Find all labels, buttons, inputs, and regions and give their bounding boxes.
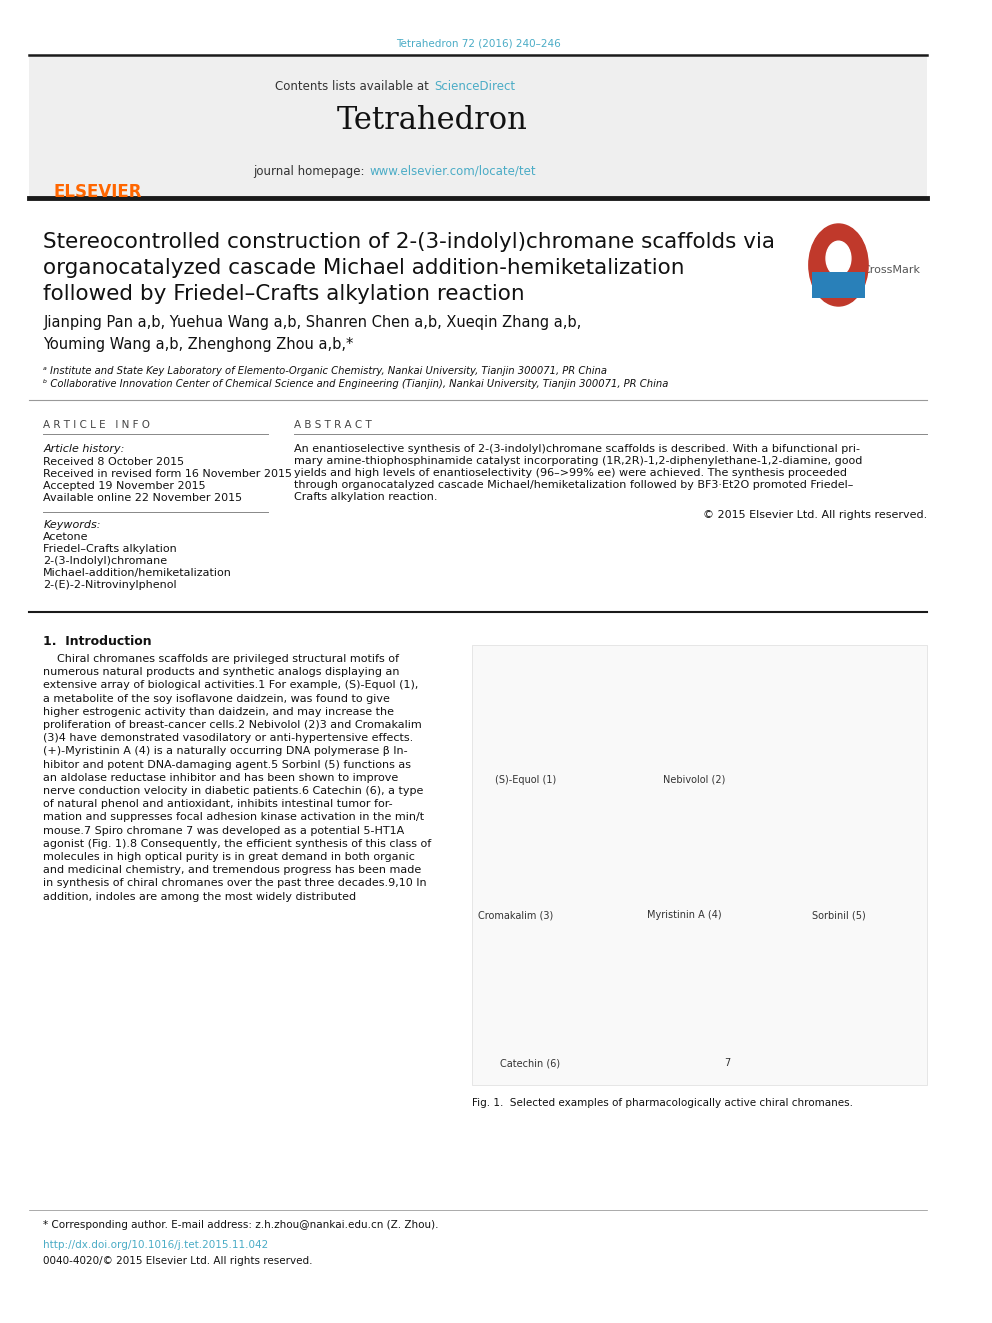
Text: 2-(3-Indolyl)chromane: 2-(3-Indolyl)chromane [44,556,168,566]
Text: numerous natural products and synthetic analogs displaying an: numerous natural products and synthetic … [44,667,400,677]
Text: An enantioselective synthesis of 2-(3-indolyl)chromane scaffolds is described. W: An enantioselective synthesis of 2-(3-in… [294,445,860,454]
Text: Available online 22 November 2015: Available online 22 November 2015 [44,493,242,503]
Text: Sorbinil (5): Sorbinil (5) [811,910,865,919]
Text: mouse.7 Spiro chromane 7 was developed as a potential 5-HT1A: mouse.7 Spiro chromane 7 was developed a… [44,826,405,836]
Text: Nebivolol (2): Nebivolol (2) [663,775,725,785]
Text: Article history:: Article history: [44,445,125,454]
Text: (3)4 have demonstrated vasodilatory or anti-hypertensive effects.: (3)4 have demonstrated vasodilatory or a… [44,733,414,744]
Text: * Corresponding author. E-mail address: z.h.zhou@nankai.edu.cn (Z. Zhou).: * Corresponding author. E-mail address: … [44,1220,438,1230]
Text: mation and suppresses focal adhesion kinase activation in the min/t: mation and suppresses focal adhesion kin… [44,812,425,823]
Bar [29,56,928,197]
Text: Jianping Pan a,b, Yuehua Wang a,b, Shanren Chen a,b, Xueqin Zhang a,b,: Jianping Pan a,b, Yuehua Wang a,b, Shanr… [44,315,581,329]
Text: Chiral chromanes scaffolds are privileged structural motifs of: Chiral chromanes scaffolds are privilege… [44,654,400,664]
Text: 0040-4020/© 2015 Elsevier Ltd. All rights reserved.: 0040-4020/© 2015 Elsevier Ltd. All right… [44,1256,312,1266]
Text: (S)-Equol (1): (S)-Equol (1) [495,775,556,785]
Text: higher estrogenic activity than daidzein, and may increase the: higher estrogenic activity than daidzein… [44,706,395,717]
Text: mary amine-thiophosphinamide catalyst incorporating (1R,2R)-1,2-diphenylethane-1: mary amine-thiophosphinamide catalyst in… [294,456,862,466]
Text: A B S T R A C T: A B S T R A C T [294,419,372,430]
Text: Tetrahedron: Tetrahedron [336,105,528,136]
Text: an aldolase reductase inhibitor and has been shown to improve: an aldolase reductase inhibitor and has … [44,773,399,783]
Text: 1.  Introduction: 1. Introduction [44,635,152,648]
Text: Catechin (6): Catechin (6) [500,1058,560,1068]
Text: Contents lists available at: Contents lists available at [275,79,433,93]
Text: molecules in high optical purity is in great demand in both organic: molecules in high optical purity is in g… [44,852,416,863]
Text: Cromakalim (3): Cromakalim (3) [478,910,554,919]
Text: proliferation of breast-cancer cells.2 Nebivolol (2)3 and Cromakalim: proliferation of breast-cancer cells.2 N… [44,720,423,730]
Text: ᵇ Collaborative Innovation Center of Chemical Science and Engineering (Tianjin),: ᵇ Collaborative Innovation Center of Che… [44,378,669,389]
Text: Keywords:: Keywords: [44,520,101,531]
Text: ELSEVIER: ELSEVIER [53,183,142,201]
Text: agonist (Fig. 1).8 Consequently, the efficient synthesis of this class of: agonist (Fig. 1).8 Consequently, the eff… [44,839,432,849]
Text: and medicinal chemistry, and tremendous progress has been made: and medicinal chemistry, and tremendous … [44,865,422,876]
Text: Friedel–Crafts alkylation: Friedel–Crafts alkylation [44,544,178,554]
Text: extensive array of biological activities.1 For example, (S)-Equol (1),: extensive array of biological activities… [44,680,419,691]
Text: (+)-Myristinin A (4) is a naturally occurring DNA polymerase β In-: (+)-Myristinin A (4) is a naturally occu… [44,746,408,757]
Bar [472,646,928,1085]
Text: yields and high levels of enantioselectivity (96–>99% ee) were achieved. The syn: yields and high levels of enantioselecti… [294,468,847,478]
Text: 7: 7 [724,1058,731,1068]
Text: ScienceDirect: ScienceDirect [434,79,515,93]
Text: nerve conduction velocity in diabetic patients.6 Catechin (6), a type: nerve conduction velocity in diabetic pa… [44,786,424,796]
Bar [811,271,865,298]
Text: Accepted 19 November 2015: Accepted 19 November 2015 [44,482,206,491]
Text: through organocatalyzed cascade Michael/hemiketalization followed by BF3·Et2O pr: through organocatalyzed cascade Michael/… [294,480,853,490]
Text: Stereocontrolled construction of 2-(3-indolyl)chromane scaffolds via: Stereocontrolled construction of 2-(3-in… [44,232,776,251]
Circle shape [808,224,868,306]
Text: www.elsevier.com/locate/tet: www.elsevier.com/locate/tet [370,165,537,179]
Text: http://dx.doi.org/10.1016/j.tet.2015.11.042: http://dx.doi.org/10.1016/j.tet.2015.11.… [44,1240,269,1250]
Text: addition, indoles are among the most widely distributed: addition, indoles are among the most wid… [44,892,356,901]
Text: Michael-addition/hemiketalization: Michael-addition/hemiketalization [44,568,232,578]
Text: © 2015 Elsevier Ltd. All rights reserved.: © 2015 Elsevier Ltd. All rights reserved… [703,509,928,520]
Text: ᵃ Institute and State Key Laboratory of Elemento-Organic Chemistry, Nankai Unive: ᵃ Institute and State Key Laboratory of … [44,366,607,376]
Text: CrossMark: CrossMark [863,265,921,275]
Text: Myristinin A (4): Myristinin A (4) [647,910,721,919]
Text: A R T I C L E   I N F O: A R T I C L E I N F O [44,419,151,430]
Text: organocatalyzed cascade Michael addition-hemiketalization: organocatalyzed cascade Michael addition… [44,258,684,278]
Text: journal homepage:: journal homepage: [253,165,368,179]
Text: followed by Friedel–Crafts alkylation reaction: followed by Friedel–Crafts alkylation re… [44,284,525,304]
Text: 2-(E)-2-Nitrovinylphenol: 2-(E)-2-Nitrovinylphenol [44,579,177,590]
Text: a metabolite of the soy isoflavone daidzein, was found to give: a metabolite of the soy isoflavone daidz… [44,693,390,704]
Text: Acetone: Acetone [44,532,89,542]
Text: of natural phenol and antioxidant, inhibits intestinal tumor for-: of natural phenol and antioxidant, inhib… [44,799,393,810]
Text: Youming Wang a,b, Zhenghong Zhou a,b,*: Youming Wang a,b, Zhenghong Zhou a,b,* [44,337,354,352]
Text: Crafts alkylation reaction.: Crafts alkylation reaction. [294,492,437,501]
Text: Fig. 1.  Selected examples of pharmacologically active chiral chromanes.: Fig. 1. Selected examples of pharmacolog… [472,1098,853,1107]
Text: Received 8 October 2015: Received 8 October 2015 [44,456,185,467]
Text: hibitor and potent DNA-damaging agent.5 Sorbinl (5) functions as: hibitor and potent DNA-damaging agent.5 … [44,759,412,770]
Circle shape [826,241,851,275]
Text: in synthesis of chiral chromanes over the past three decades.9,10 In: in synthesis of chiral chromanes over th… [44,878,427,889]
Text: Tetrahedron 72 (2016) 240–246: Tetrahedron 72 (2016) 240–246 [396,38,560,48]
Text: Received in revised form 16 November 2015: Received in revised form 16 November 201… [44,468,293,479]
